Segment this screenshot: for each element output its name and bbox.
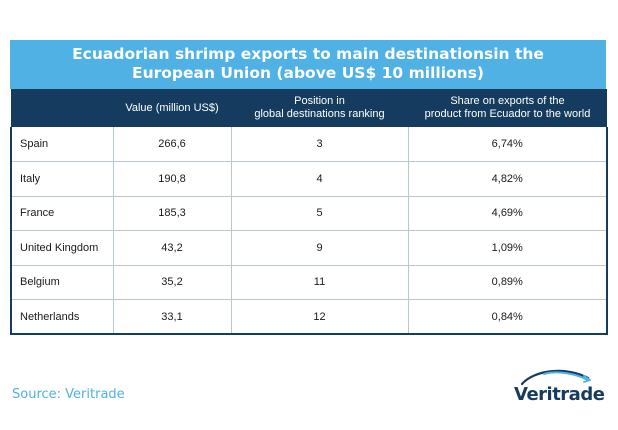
- header-value-label: Value (million US$): [125, 101, 219, 114]
- table-title-line-2: European Union (above US$ 10 millions): [131, 64, 485, 82]
- table-title-line-1: Ecuadorian shrimp exports to main destin…: [72, 45, 544, 63]
- header-share: Share on exports of the product from Ecu…: [408, 89, 607, 127]
- cell-value: 43,2: [112, 230, 231, 266]
- cell-position: 4: [230, 161, 408, 197]
- header-position-line-2: global destinations ranking: [254, 108, 385, 120]
- cell-position: 3: [230, 127, 408, 162]
- cell-share: 4,82%: [407, 161, 608, 197]
- cell-position: 11: [230, 265, 408, 300]
- table-row: Netherlands 33,1 12 0,84%: [10, 299, 608, 335]
- header-share-line-1: Share on exports of the: [450, 95, 565, 107]
- cell-position: 12: [230, 299, 408, 335]
- header-position: Position in global destinations ranking: [231, 89, 408, 127]
- cell-value: 190,8: [112, 161, 231, 197]
- cell-position: 9: [230, 230, 408, 266]
- source-note: Source: Veritrade: [12, 387, 125, 402]
- cell-share: 0,84%: [407, 299, 608, 335]
- orbit-swoosh-icon: [520, 369, 591, 386]
- cell-value: 266,6: [112, 127, 231, 162]
- veritrade-logo: Veritrade: [514, 368, 606, 410]
- exports-table: Value (million US$) Position in global d…: [10, 89, 608, 335]
- header-country: [11, 89, 113, 127]
- cell-value: 33,1: [112, 299, 231, 335]
- cell-share: 0,89%: [407, 265, 608, 300]
- table-row: Belgium 35,2 11 0,89%: [10, 265, 608, 300]
- cell-position: 5: [230, 196, 408, 231]
- cell-country: France: [10, 196, 113, 231]
- cell-country: United Kingdom: [10, 230, 113, 266]
- cell-value: 35,2: [112, 265, 231, 300]
- header-position-line-1: Position in: [294, 95, 345, 107]
- table-row: France 185,3 5 4,69%: [10, 196, 608, 231]
- table-title: Ecuadorian shrimp exports to main destin…: [10, 40, 606, 89]
- cell-country: Netherlands: [10, 299, 113, 335]
- header-value: Value (million US$): [113, 89, 231, 127]
- cell-country: Italy: [10, 161, 113, 197]
- table-row: United Kingdom 43,2 9 1,09%: [10, 230, 608, 266]
- cell-country: Belgium: [10, 265, 113, 300]
- cell-share: 1,09%: [407, 230, 608, 266]
- header-share-line-2: product from Ecuador to the world: [424, 108, 591, 120]
- table-header-row: Value (million US$) Position in global d…: [11, 89, 607, 127]
- cell-share: 4,69%: [407, 196, 608, 231]
- logo-wordmark: Veritrade: [514, 384, 605, 405]
- cell-country: Spain: [10, 127, 113, 162]
- cell-share: 6,74%: [407, 127, 608, 162]
- table-row: Spain 266,6 3 6,74%: [10, 127, 608, 162]
- table-row: Italy 190,8 4 4,82%: [10, 161, 608, 197]
- cell-value: 185,3: [112, 196, 231, 231]
